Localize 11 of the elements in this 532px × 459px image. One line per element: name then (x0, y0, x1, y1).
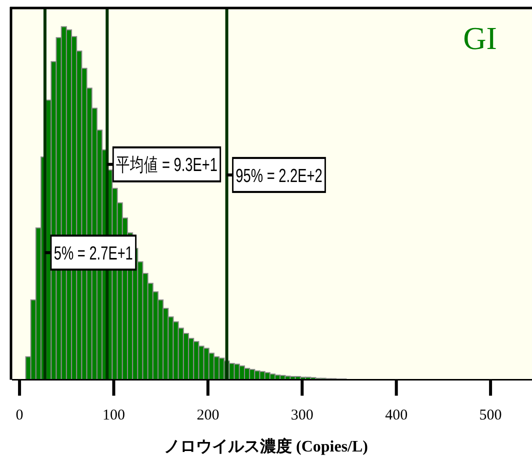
x-tick-label: 400 (385, 407, 408, 424)
x-tick-label: 200 (196, 407, 220, 424)
chart-title: GI (463, 20, 497, 56)
x-tick-label: 500 (479, 407, 502, 424)
x-axis-title: ノロウイルス濃度 (Copies/L) (164, 436, 368, 456)
annotation: 5% = 2.7E+1 (54, 242, 133, 264)
x-tick-label: 300 (290, 407, 314, 424)
annotation: 平均値 = 9.3E+1 (116, 154, 218, 176)
x-tick-label: 0 (16, 407, 24, 424)
annotation: 95% = 2.2E+2 (236, 164, 322, 186)
x-tick-label: 100 (102, 407, 125, 424)
